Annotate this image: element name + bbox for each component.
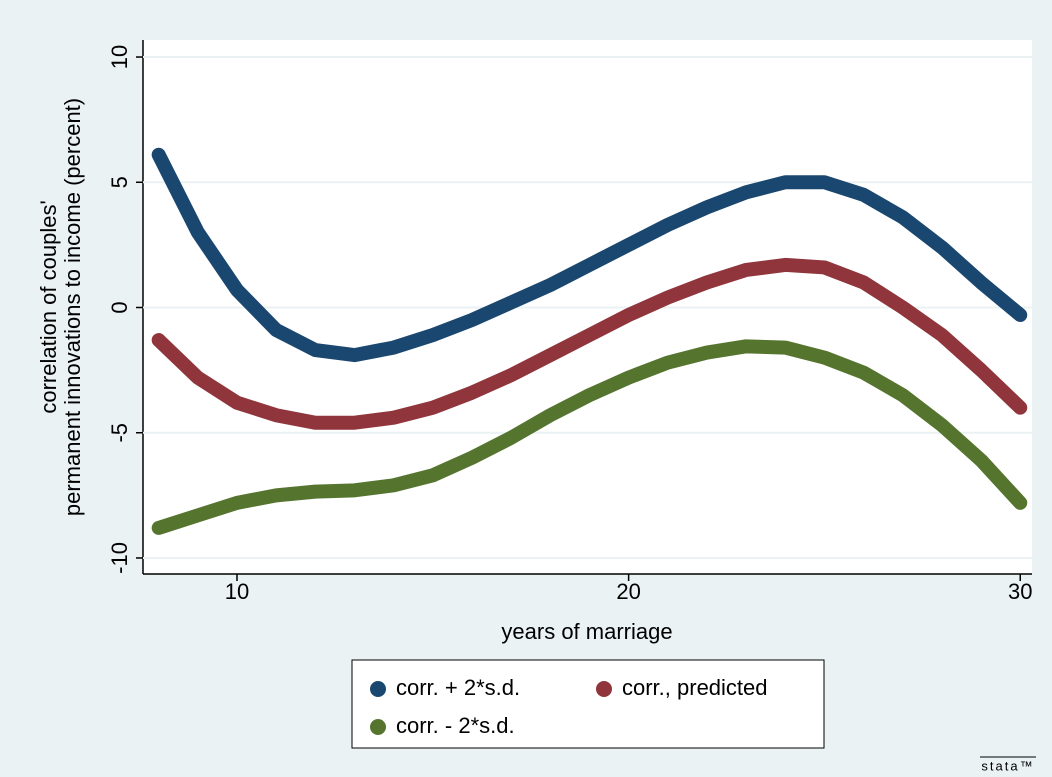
x-tick-label: 20: [616, 579, 640, 604]
y-tick-label: 0: [107, 301, 132, 313]
x-axis-title: years of marriage: [501, 619, 672, 644]
series-line: [151, 147, 1028, 363]
series-line: [151, 339, 1028, 535]
legend-marker: [370, 719, 386, 735]
y-tick-label: -10: [107, 542, 132, 574]
x-tick-label: 30: [1008, 579, 1032, 604]
y-tick-label: -5: [107, 423, 132, 443]
legend-marker: [370, 681, 386, 697]
watermark: stata™: [981, 758, 1034, 773]
legend-label: corr. - 2*s.d.: [396, 713, 515, 738]
y-tick-label: 5: [107, 176, 132, 188]
x-tick-label: 10: [225, 579, 249, 604]
y-axis-title: correlation of couples': [36, 200, 61, 413]
legend-marker: [596, 681, 612, 697]
series-line: [151, 257, 1028, 430]
y-tick-label: 10: [107, 45, 132, 69]
y-axis-title: permanent innovations to income (percent…: [60, 98, 85, 516]
legend: [351, 659, 825, 749]
legend-label: corr. + 2*s.d.: [396, 675, 520, 700]
legend-label: corr., predicted: [622, 675, 768, 700]
